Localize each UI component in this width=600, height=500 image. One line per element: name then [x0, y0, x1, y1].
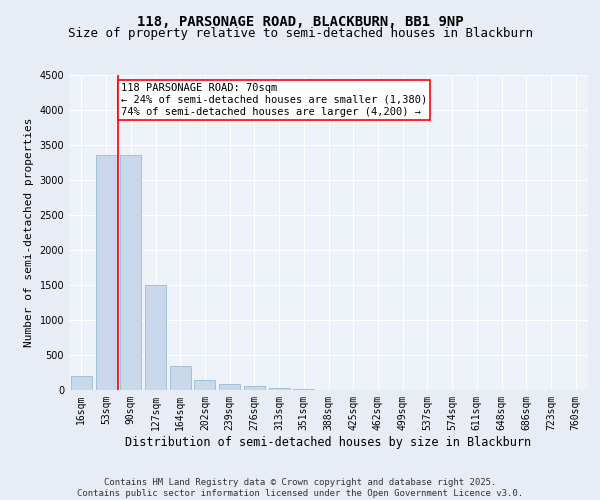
Bar — [219, 384, 240, 390]
Text: Contains HM Land Registry data © Crown copyright and database right 2025.
Contai: Contains HM Land Registry data © Crown c… — [77, 478, 523, 498]
Bar — [269, 388, 290, 390]
Text: 118, PARSONAGE ROAD, BLACKBURN, BB1 9NP: 118, PARSONAGE ROAD, BLACKBURN, BB1 9NP — [137, 15, 463, 29]
Bar — [170, 366, 191, 390]
Bar — [95, 156, 116, 390]
Text: 118 PARSONAGE ROAD: 70sqm
← 24% of semi-detached houses are smaller (1,380)
74% : 118 PARSONAGE ROAD: 70sqm ← 24% of semi-… — [121, 84, 427, 116]
Bar — [71, 376, 92, 390]
Bar — [244, 386, 265, 390]
Y-axis label: Number of semi-detached properties: Number of semi-detached properties — [24, 118, 34, 347]
Bar — [194, 380, 215, 390]
Bar — [120, 156, 141, 390]
Bar — [145, 285, 166, 390]
X-axis label: Distribution of semi-detached houses by size in Blackburn: Distribution of semi-detached houses by … — [125, 436, 532, 448]
Text: Size of property relative to semi-detached houses in Blackburn: Size of property relative to semi-detach… — [67, 28, 533, 40]
